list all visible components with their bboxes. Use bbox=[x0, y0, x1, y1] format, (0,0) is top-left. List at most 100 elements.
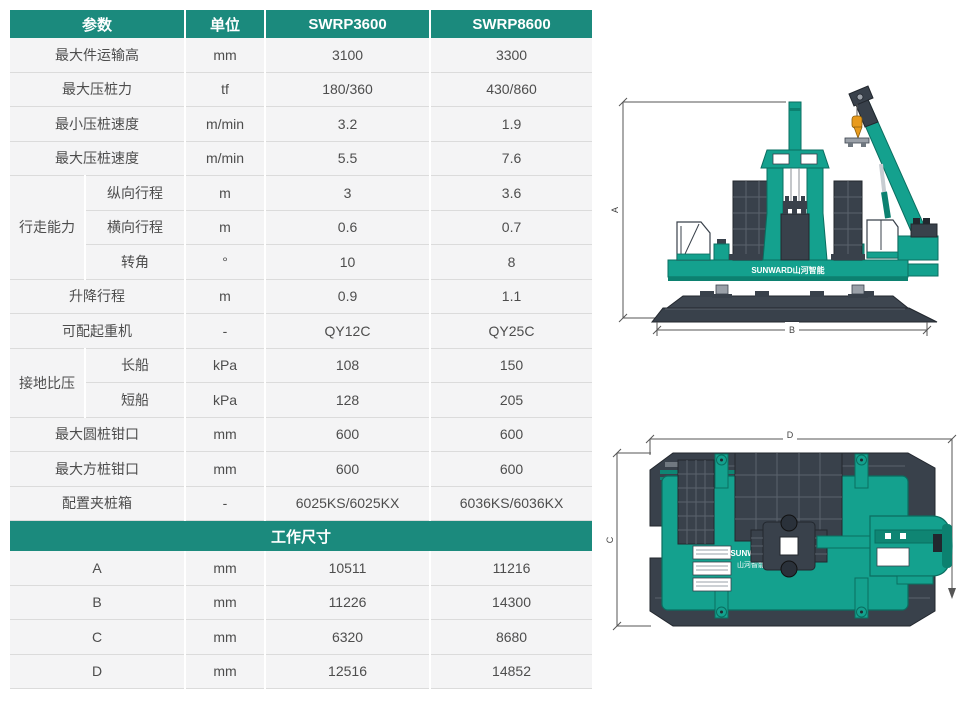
value-cell: 3300 bbox=[429, 38, 593, 72]
table-row: 最大件运输高 mm 3100 3300 bbox=[10, 38, 593, 72]
unit-cell: mm bbox=[184, 551, 266, 585]
spec-table: 参数 单位 SWRP3600 SWRP8600 最大件运输高 mm 3100 3… bbox=[10, 10, 593, 689]
group-label: 行走能力 bbox=[10, 175, 85, 279]
table-row: 升降行程 m 0.9 1.1 bbox=[10, 278, 593, 314]
table-row: C mm 6320 8680 bbox=[10, 619, 593, 654]
value-cell: 430/860 bbox=[429, 71, 593, 107]
value-cell: 6025KS/6025KX bbox=[264, 485, 431, 521]
table-row: 最大压桩速度 m/min 5.5 7.6 bbox=[10, 140, 593, 176]
value-cell: 600 bbox=[264, 416, 431, 452]
header-row: 参数 单位 SWRP3600 SWRP8600 bbox=[10, 10, 593, 38]
value-cell: 11216 bbox=[429, 551, 593, 585]
unit-cell: mm bbox=[184, 451, 266, 486]
value-cell: 1.1 bbox=[429, 278, 593, 314]
engine-grille bbox=[692, 545, 732, 592]
table-row: 接地比压 长船 kPa 108 150 bbox=[10, 347, 593, 417]
header-param: 参数 bbox=[10, 10, 186, 38]
value-cell: 150 bbox=[429, 347, 593, 383]
sunward-logo-line2: 山河智能 bbox=[737, 560, 765, 569]
value-cell: 0.6 bbox=[264, 209, 431, 245]
header-unit: 单位 bbox=[184, 10, 266, 38]
sub-param-label: 转角 bbox=[83, 244, 186, 279]
value-cell: 3.6 bbox=[429, 175, 593, 210]
unit-cell: mm bbox=[184, 584, 266, 620]
pontoon bbox=[650, 291, 938, 323]
unit-cell: m bbox=[184, 278, 266, 314]
table-row: 短船 kPa 128 205 bbox=[10, 382, 593, 417]
unit-cell: m/min bbox=[184, 106, 266, 141]
operator-cab bbox=[676, 221, 711, 261]
unit-cell: mm bbox=[184, 38, 266, 72]
table-row: D mm 12516 14852 bbox=[10, 653, 593, 689]
param-label: 可配起重机 bbox=[10, 313, 186, 348]
value-cell: 10511 bbox=[264, 551, 431, 585]
unit-cell: ° bbox=[184, 244, 266, 279]
side-view-drawing: A SUNWARD山河智能 bbox=[610, 85, 939, 336]
value-cell: 6320 bbox=[264, 619, 431, 654]
counterweight-right bbox=[831, 180, 865, 261]
sub-param-label: 长船 bbox=[83, 347, 186, 383]
param-label: 最小压桩速度 bbox=[10, 106, 186, 141]
unit-cell: kPa bbox=[184, 347, 266, 383]
top-view-drawing: D C bbox=[605, 428, 957, 631]
dim-d-label: D bbox=[787, 430, 794, 440]
value-cell: 8680 bbox=[429, 619, 593, 654]
unit-cell: kPa bbox=[184, 382, 266, 417]
dim-d-label-bg bbox=[783, 428, 797, 441]
unit-cell: m bbox=[184, 175, 266, 210]
value-cell: 14852 bbox=[429, 653, 593, 689]
dim-label: B bbox=[10, 584, 186, 620]
crane-hook-icon bbox=[851, 115, 863, 129]
unit-cell: mm bbox=[184, 416, 266, 452]
unit-cell: mm bbox=[184, 619, 266, 654]
dimension-c bbox=[612, 448, 651, 631]
value-cell: 600 bbox=[429, 451, 593, 486]
unit-cell: m/min bbox=[184, 140, 266, 176]
value-cell: 10 bbox=[264, 244, 431, 279]
table-row: 行走能力 纵向行程 m 3 3.6 bbox=[10, 175, 593, 279]
value-cell: 6036KS/6036KX bbox=[429, 485, 593, 521]
param-label: 配置夹桩箱 bbox=[10, 485, 186, 521]
table-row: A mm 10511 11216 bbox=[10, 551, 593, 585]
param-label: 最大方桩钳口 bbox=[10, 451, 186, 486]
value-cell: 108 bbox=[264, 347, 431, 383]
value-cell: 3100 bbox=[264, 38, 431, 72]
value-cell: 7.6 bbox=[429, 140, 593, 176]
value-cell: 3.2 bbox=[264, 106, 431, 141]
dim-a-label: A bbox=[610, 207, 620, 213]
press-tower bbox=[760, 101, 830, 261]
group-label: 接地比压 bbox=[10, 347, 85, 417]
section-banner-row: 工作尺寸 bbox=[10, 520, 593, 551]
param-label: 最大压桩力 bbox=[10, 71, 186, 107]
crane bbox=[844, 85, 939, 261]
unit-cell: mm bbox=[184, 653, 266, 689]
value-cell: 600 bbox=[264, 451, 431, 486]
value-cell: 600 bbox=[429, 416, 593, 452]
table-row: 最大方桩钳口 mm 600 600 bbox=[10, 451, 593, 486]
value-cell: 205 bbox=[429, 382, 593, 417]
unit-cell: tf bbox=[184, 71, 266, 107]
value-cell: 0.9 bbox=[264, 278, 431, 314]
sub-param-label: 纵向行程 bbox=[83, 175, 186, 210]
dim-b-label: B bbox=[789, 325, 795, 335]
work-size-banner: 工作尺寸 bbox=[10, 520, 593, 551]
param-label: 升降行程 bbox=[10, 278, 186, 314]
table-row: 最大圆桩钳口 mm 600 600 bbox=[10, 416, 593, 452]
down-arrow-icon bbox=[948, 588, 956, 599]
table-row: 横向行程 m 0.6 0.7 bbox=[10, 209, 593, 245]
value-cell: 5.5 bbox=[264, 140, 431, 176]
unit-cell: - bbox=[184, 313, 266, 348]
param-label: 最大压桩速度 bbox=[10, 140, 186, 176]
sub-param-label: 横向行程 bbox=[83, 209, 186, 245]
unit-cell: - bbox=[184, 485, 266, 521]
dim-label: D bbox=[10, 653, 186, 689]
header-model-swrp8600: SWRP8600 bbox=[429, 10, 593, 38]
value-cell: 128 bbox=[264, 382, 431, 417]
dim-b-label-bg bbox=[785, 322, 799, 335]
table-row: 转角 ° 10 8 bbox=[10, 244, 593, 279]
header-model-swrp3600: SWRP3600 bbox=[264, 10, 431, 38]
table-row: B mm 11226 14300 bbox=[10, 584, 593, 620]
value-cell: 14300 bbox=[429, 584, 593, 620]
jack-feet bbox=[712, 284, 868, 298]
